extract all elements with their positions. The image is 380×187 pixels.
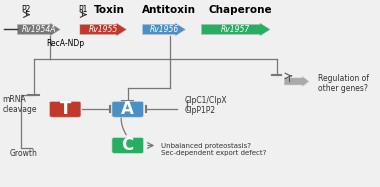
Text: Regulation of
other genes?: Regulation of other genes? [318,74,369,93]
Text: RecA-NDp: RecA-NDp [46,39,84,48]
Text: ClpC1/ClpX
ClpP1P2: ClpC1/ClpX ClpP1P2 [185,96,228,115]
Text: Rv1955: Rv1955 [89,25,118,34]
FancyBboxPatch shape [112,137,144,154]
FancyBboxPatch shape [112,101,144,117]
FancyArrow shape [142,23,185,36]
Text: Chaperone: Chaperone [209,5,272,15]
Text: Growth: Growth [10,149,38,158]
Text: Antitoxin: Antitoxin [142,5,196,15]
FancyArrow shape [201,23,270,36]
FancyArrow shape [284,76,309,87]
Text: P1: P1 [78,5,87,14]
FancyArrow shape [17,23,60,36]
Text: Toxin: Toxin [94,5,125,15]
FancyBboxPatch shape [49,101,81,117]
FancyArrow shape [80,23,127,36]
Text: Rv1957: Rv1957 [221,25,250,34]
Text: [: [ [183,99,190,112]
Text: Rv1956: Rv1956 [149,25,179,34]
Text: Rv1954A: Rv1954A [22,25,56,34]
Text: Unbalanced proteostasis?
Sec-dependent export defect?: Unbalanced proteostasis? Sec-dependent e… [161,143,266,156]
Text: A: A [121,100,134,118]
Text: C: C [122,137,134,154]
Text: mRNA
cleavage: mRNA cleavage [3,95,37,114]
Text: T: T [59,100,71,118]
Text: P2: P2 [21,5,30,14]
